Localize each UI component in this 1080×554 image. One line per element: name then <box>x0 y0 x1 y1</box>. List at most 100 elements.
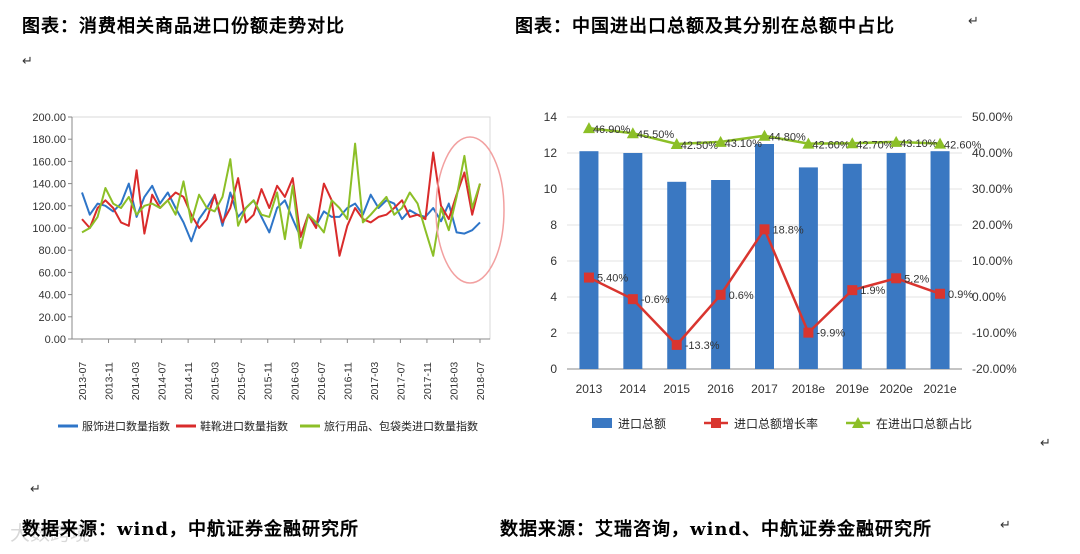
left-series-line <box>81 151 481 257</box>
right-bar <box>579 151 599 369</box>
left-x-tick-label: 2014-07 <box>157 362 169 401</box>
left-x-tick-label: 2015-03 <box>210 362 222 401</box>
right-growth-data-label: 5.2% <box>904 273 929 285</box>
right-bar <box>711 180 731 369</box>
right-bar <box>886 153 906 369</box>
right-growth-data-label: -13.3% <box>685 340 720 352</box>
left-x-tick-label: 2017-07 <box>395 362 407 401</box>
right-legend-label: 在进出口总额占比 <box>876 416 972 431</box>
left-series-line <box>81 142 481 257</box>
left-x-tick-label: 2016-11 <box>342 362 354 400</box>
left-x-tick-label: 2015-07 <box>236 362 248 401</box>
right-y-tick-label: 2 <box>550 326 557 340</box>
left-x-tick-label: 2015-11 <box>263 362 275 400</box>
return-mark: ↵ <box>30 482 41 497</box>
right-x-tick-label: 2016 <box>707 382 734 396</box>
right-share-marker <box>934 137 947 149</box>
left-series-line <box>81 182 481 243</box>
right-legend-label: 进口总额增长率 <box>734 416 818 431</box>
left-y-tick-label: 100.00 <box>32 223 66 235</box>
right-y2-tick-label: 30.00% <box>972 182 1013 196</box>
right-legend-swatch <box>711 418 721 428</box>
right-legend-swatch <box>592 418 612 428</box>
right-growth-marker <box>891 273 902 284</box>
right-share-data-label: 42.70% <box>856 139 894 151</box>
left-x-tick-label: 2016-07 <box>316 362 328 401</box>
right-legend-label: 进口总额 <box>618 417 666 431</box>
left-y-tick-label: 60.00 <box>38 267 66 279</box>
right-x-tick-label: 2018e <box>792 382 826 396</box>
right-x-tick-label: 2019e <box>836 382 870 396</box>
right-x-tick-label: 2014 <box>619 382 646 396</box>
right-growth-marker <box>583 272 594 283</box>
right-share-marker <box>626 127 639 139</box>
right-growth-marker <box>715 289 726 300</box>
left-x-tick-label: 2014-11 <box>183 362 195 400</box>
right-growth-marker <box>935 288 946 299</box>
right-growth-data-label: -9.9% <box>816 328 845 340</box>
right-bar <box>623 153 643 369</box>
left-x-tick-label: 2013-11 <box>104 362 116 400</box>
right-y-tick-label: 4 <box>550 290 557 304</box>
right-growth-marker <box>627 294 638 305</box>
right-growth-marker <box>803 327 814 338</box>
right-growth-data-label: 1.9% <box>860 285 885 297</box>
right-share-data-label: 44.80% <box>769 132 807 144</box>
left-chart-title: 图表：消费相关商品进口份额走势对比 <box>22 16 345 37</box>
left-x-tick-label: 2018-07 <box>475 362 487 401</box>
right-y2-tick-label: 10.00% <box>972 254 1013 268</box>
right-y-tick-label: 10 <box>544 182 558 196</box>
right-source-note: 数据来源：艾瑞咨询，wind、中航证券金融研究所 <box>500 519 933 540</box>
right-bar <box>930 151 950 369</box>
right-growth-marker <box>847 285 858 296</box>
left-x-tick-label: 2016-03 <box>289 362 301 401</box>
left-legend-label: 鞋靴进口数量指数 <box>200 419 288 433</box>
right-y2-tick-label: -10.00% <box>972 326 1017 340</box>
highlight-ellipse <box>435 136 505 284</box>
right-bar <box>755 144 774 369</box>
return-mark: ↵ <box>1000 518 1011 533</box>
left-y-tick-label: 80.00 <box>38 245 66 257</box>
left-legend-label: 服饰进口数量指数 <box>82 419 170 433</box>
right-bar <box>667 181 687 369</box>
right-share-marker <box>670 138 683 149</box>
right-growth-data-label: 5.40% <box>597 273 628 285</box>
left-plot-frame <box>71 116 491 340</box>
right-share-marker <box>890 135 903 147</box>
right-share-data-label: 43.10% <box>725 138 763 150</box>
right-share-marker <box>758 129 771 141</box>
right-growth-data-label: 18.8% <box>773 224 804 236</box>
left-y-tick-label: 20.00 <box>38 312 66 324</box>
right-bar <box>842 163 862 369</box>
right-y2-tick-label: 40.00% <box>972 146 1013 160</box>
right-growth-data-label: -0.6% <box>641 294 670 306</box>
right-y-tick-label: 0 <box>550 362 557 376</box>
left-legend-label: 旅行用品、包袋类进口数量指数 <box>324 419 478 433</box>
return-mark: ↵ <box>1040 436 1051 451</box>
right-share-data-label: 42.60% <box>944 140 982 152</box>
right-y2-tick-label: 0.00% <box>972 290 1006 304</box>
left-y-tick-label: 160.00 <box>32 156 66 168</box>
return-mark: ↵ <box>22 54 33 69</box>
right-y-tick-label: 6 <box>550 254 557 268</box>
left-y-tick-label: 0.00 <box>45 334 66 346</box>
return-mark: ↵ <box>968 14 979 29</box>
right-y-tick-label: 8 <box>550 218 557 232</box>
right-share-marker <box>714 135 727 147</box>
right-share-data-label: 42.60% <box>812 140 850 152</box>
right-legend-swatch <box>852 417 864 428</box>
left-x-tick-label: 2017-03 <box>369 362 381 401</box>
right-x-tick-label: 2015 <box>663 382 690 396</box>
right-share-data-label: 46.90% <box>593 124 631 136</box>
right-y2-tick-label: 20.00% <box>972 218 1013 232</box>
right-growth-marker <box>671 339 682 350</box>
right-share-marker <box>582 122 595 134</box>
right-y-tick-label: 12 <box>544 146 558 160</box>
right-bar <box>798 167 818 369</box>
left-x-tick-label: 2018-03 <box>448 362 460 401</box>
right-growth-marker <box>759 224 770 235</box>
left-x-tick-label: 2014-03 <box>130 362 142 401</box>
right-x-tick-label: 2021e <box>923 382 957 396</box>
left-x-tick-label: 2017-11 <box>422 362 434 400</box>
